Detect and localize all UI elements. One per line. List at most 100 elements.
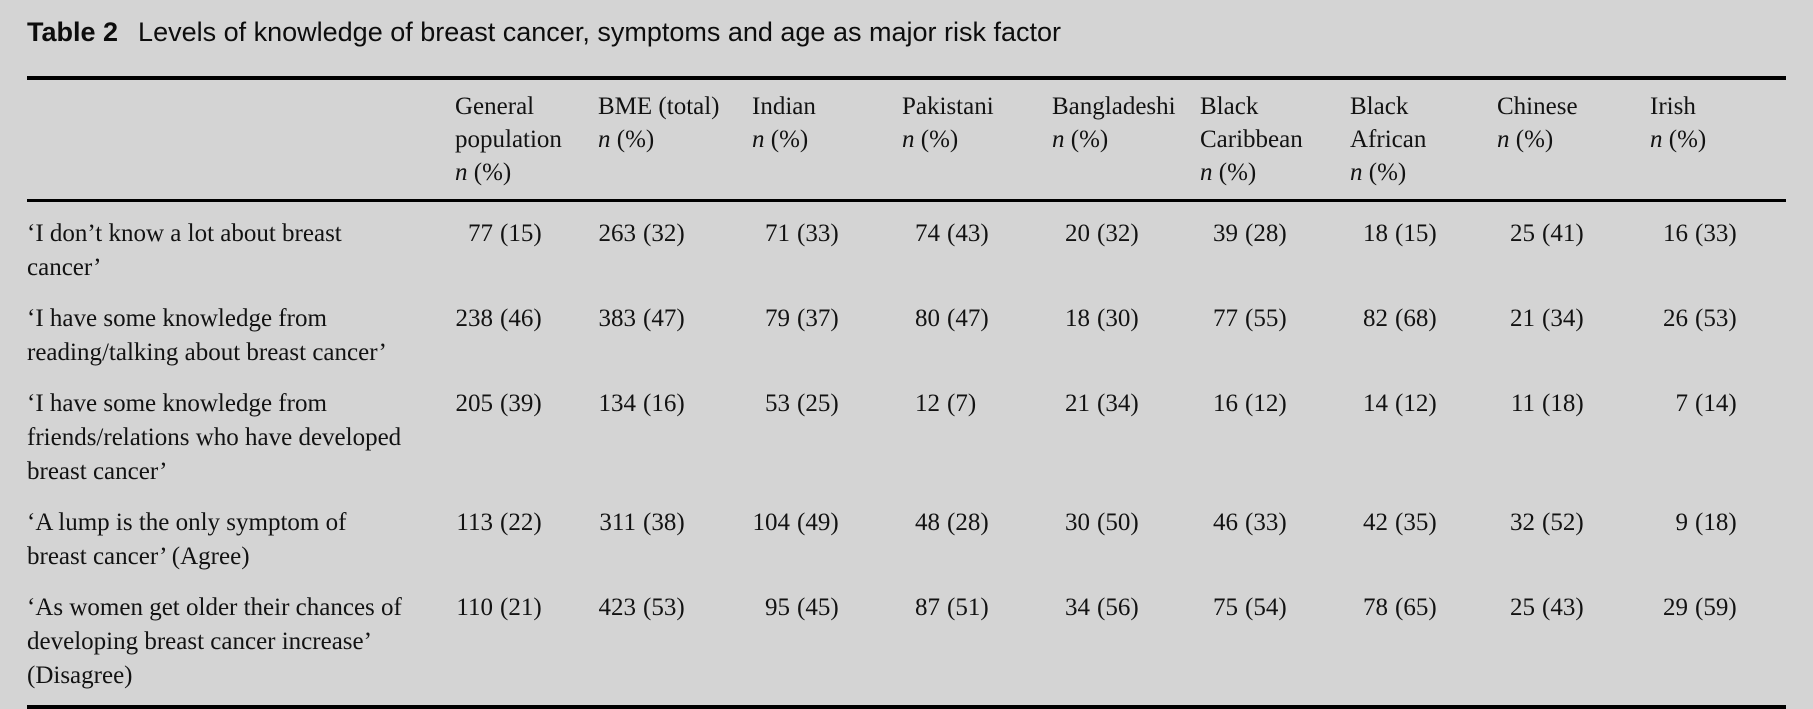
cell-count: 18	[1065, 305, 1090, 332]
column-header-sub: n (%)	[1052, 126, 1109, 153]
data-cell: 9 (18)	[1650, 489, 1786, 574]
data-cell: 79 (37)	[752, 285, 902, 370]
cell-percent: (43)	[947, 220, 989, 247]
cell-count: 42	[1363, 509, 1388, 536]
row-label: ‘I have some knowledge from reading/talk…	[27, 305, 387, 366]
cell-percent: (59)	[1695, 594, 1737, 621]
table-row: ‘I don’t know a lot about breast cancer’…	[27, 201, 1786, 286]
cell-count: 238	[455, 305, 494, 332]
data-cell: 263 (32)	[598, 201, 752, 286]
cell-percent: (65)	[1395, 594, 1437, 621]
data-cell: 80 (47)	[902, 285, 1052, 370]
data-cell: 16 (33)	[1650, 201, 1786, 286]
data-cell: 30 (50)	[1052, 489, 1200, 574]
row-label: ‘A lump is the only symptom of breast ca…	[27, 509, 347, 570]
table-row: ‘As women get older their chances of dev…	[27, 574, 1786, 707]
cell-count: 110	[456, 594, 493, 621]
column-header-line: BME (total)	[598, 93, 720, 120]
cell-count: 134	[598, 390, 637, 417]
cell-count: 77	[468, 220, 493, 247]
row-label: ‘I have some knowledge from friends/rela…	[27, 390, 402, 485]
cell-percent: (28)	[1245, 220, 1287, 247]
data-cell: 74 (43)	[902, 201, 1052, 286]
cell-count: 311	[599, 509, 636, 536]
cell-percent: (68)	[1395, 305, 1437, 332]
data-cell: 48 (28)	[902, 489, 1052, 574]
cell-percent: (33)	[797, 220, 839, 247]
cell-count: 80	[915, 305, 940, 332]
data-cell: 110 (21)	[455, 574, 598, 707]
cell-count: 95	[765, 594, 790, 621]
data-cell: 104 (49)	[752, 489, 902, 574]
cell-count: 25	[1510, 220, 1535, 247]
column-header: Chinese n (%)	[1497, 78, 1650, 202]
column-header-sub: n (%)	[752, 126, 809, 153]
column-header-sub: n (%)	[598, 126, 655, 153]
data-cell: 25 (41)	[1497, 201, 1650, 286]
column-header-sub: n (%)	[1200, 159, 1257, 186]
data-cell: 26 (53)	[1650, 285, 1786, 370]
column-header-sub: n (%)	[902, 126, 959, 153]
cell-count: 79	[765, 305, 790, 332]
cell-percent: (15)	[1395, 220, 1437, 247]
cell-percent: (39)	[500, 390, 542, 417]
cell-count: 87	[915, 594, 940, 621]
cell-count: 104	[752, 509, 791, 536]
data-cell: 42 (35)	[1350, 489, 1497, 574]
data-cell: 75 (54)	[1200, 574, 1350, 707]
column-header-line: Pakistani	[902, 93, 994, 120]
cell-count: 74	[915, 220, 940, 247]
cell-percent: (33)	[1245, 509, 1287, 536]
cell-percent: (32)	[1097, 220, 1139, 247]
cell-percent: (30)	[1097, 305, 1139, 332]
data-cell: 16 (12)	[1200, 370, 1350, 489]
cell-percent: (34)	[1097, 390, 1139, 417]
data-cell: 18 (30)	[1052, 285, 1200, 370]
cell-percent: (37)	[797, 305, 839, 332]
cell-count: 30	[1065, 509, 1090, 536]
cell-percent: (46)	[500, 305, 542, 332]
data-cell: 7 (14)	[1650, 370, 1786, 489]
data-cell: 95 (45)	[752, 574, 902, 707]
cell-count: 113	[456, 509, 493, 536]
cell-percent: (18)	[1542, 390, 1584, 417]
column-header: General population n (%)	[455, 78, 598, 202]
column-header-line: Indian	[752, 93, 816, 120]
cell-count: 423	[598, 594, 637, 621]
cell-percent: (33)	[1695, 220, 1737, 247]
column-header: Indian n (%)	[752, 78, 902, 202]
cell-percent: (22)	[500, 509, 542, 536]
cell-count: 383	[598, 305, 637, 332]
cell-percent: (41)	[1542, 220, 1584, 247]
column-header-sub: n (%)	[1650, 126, 1707, 153]
cell-count: 78	[1363, 594, 1388, 621]
cell-count: 11	[1510, 390, 1535, 417]
cell-percent: (52)	[1542, 509, 1584, 536]
cell-count: 34	[1065, 594, 1090, 621]
cell-percent: (53)	[643, 594, 685, 621]
data-cell: 12 (7)	[902, 370, 1052, 489]
column-header-line: population	[455, 126, 562, 153]
table-row: ‘I have some knowledge from reading/talk…	[27, 285, 1786, 370]
cell-count: 46	[1213, 509, 1238, 536]
cell-percent: (51)	[947, 594, 989, 621]
data-cell: 32 (52)	[1497, 489, 1650, 574]
data-cell: 82 (68)	[1350, 285, 1497, 370]
table-header: General population n (%) BME (total) n (%) In…	[27, 78, 1786, 202]
column-header: BME (total) n (%)	[598, 78, 752, 202]
data-cell: 18 (15)	[1350, 201, 1497, 286]
data-cell: 21 (34)	[1497, 285, 1650, 370]
cell-percent: (34)	[1542, 305, 1584, 332]
cell-count: 71	[765, 220, 790, 247]
cell-count: 263	[598, 220, 637, 247]
data-cell: 46 (33)	[1200, 489, 1350, 574]
data-cell: 25 (43)	[1497, 574, 1650, 707]
data-cell: 14 (12)	[1350, 370, 1497, 489]
data-cell: 34 (56)	[1052, 574, 1200, 707]
data-cell: 423 (53)	[598, 574, 752, 707]
data-cell: 113 (22)	[455, 489, 598, 574]
cell-count: 18	[1363, 220, 1388, 247]
data-cell: 77 (55)	[1200, 285, 1350, 370]
table-body: ‘I don’t know a lot about breast cancer’…	[27, 201, 1786, 708]
